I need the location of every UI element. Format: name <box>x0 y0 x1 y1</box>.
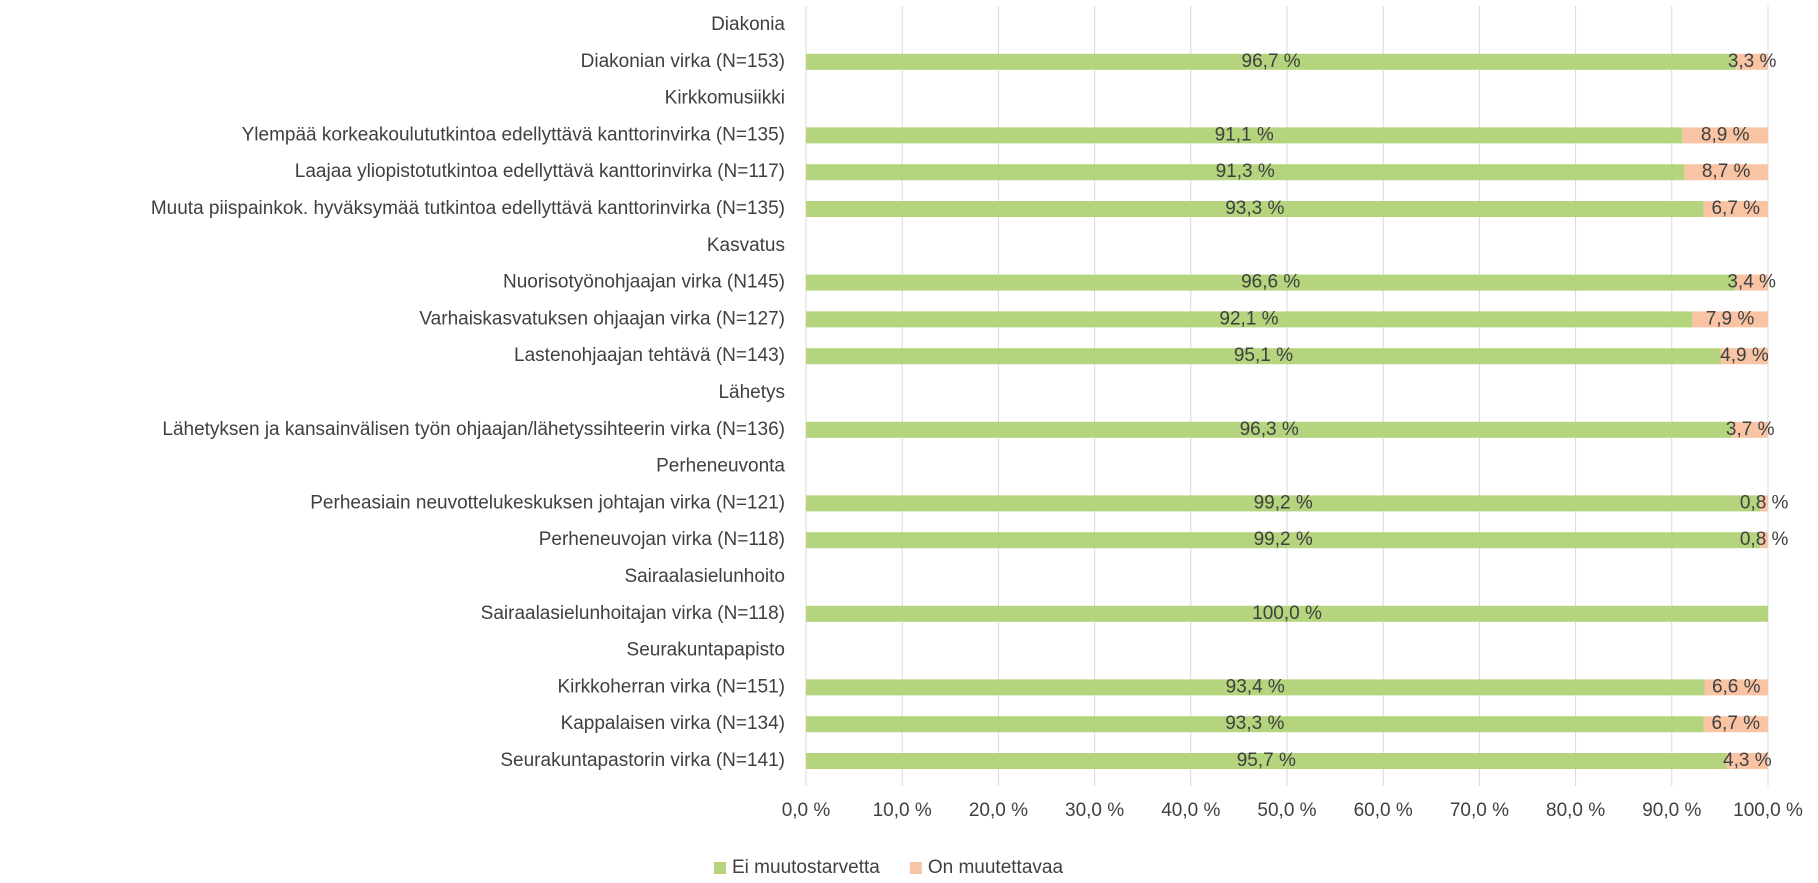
bar-segment <box>806 53 1737 70</box>
legend-swatch <box>714 862 726 874</box>
data-label: 93,3 % <box>1225 198 1284 219</box>
bar-segment <box>1704 679 1768 696</box>
x-tick-label: 90,0 % <box>1642 800 1701 821</box>
category-label: Perheasiain neuvottelukeskuksen johtajan… <box>310 492 785 513</box>
category-label: Diakonian virka (N=153) <box>581 51 785 72</box>
data-label: 0,8 % <box>1740 492 1789 513</box>
data-label: 96,7 % <box>1242 51 1301 72</box>
data-label: 6,7 % <box>1711 713 1760 734</box>
bar-segment <box>806 679 1705 696</box>
x-tick-label: 60,0 % <box>1354 800 1413 821</box>
data-label: 93,4 % <box>1226 676 1285 697</box>
bar-segment <box>806 274 1736 291</box>
bar-segment <box>1682 127 1768 144</box>
data-label: 0,8 % <box>1740 529 1789 550</box>
data-label: 99,2 % <box>1254 492 1313 513</box>
data-label: 92,1 % <box>1219 308 1278 329</box>
data-label: 99,2 % <box>1254 529 1313 550</box>
category-label: Sairaalasielunhoito <box>624 566 785 587</box>
bar-segment <box>806 605 1768 622</box>
category-label: Ylempää korkeakoulututkintoa edellyttävä… <box>242 124 785 145</box>
data-label: 95,1 % <box>1234 345 1293 366</box>
bar-segment <box>1684 164 1768 181</box>
data-label: 3,3 % <box>1728 51 1777 72</box>
legend-swatch <box>909 862 922 874</box>
category-label: Diakonia <box>711 14 785 35</box>
category-label: Kappalaisen virka (N=134) <box>561 713 785 734</box>
bar-segment <box>806 753 1727 769</box>
bar-segment <box>1692 311 1768 328</box>
legend-label: On muutettavaa <box>928 857 1064 878</box>
category-label: Perheneuvonta <box>656 456 785 477</box>
bar-segment <box>1736 53 1768 70</box>
x-tick-label: 20,0 % <box>969 800 1028 821</box>
category-label: Lähetys <box>718 382 785 403</box>
bar-segment <box>1760 532 1768 549</box>
x-tick-label: 10,0 % <box>873 800 932 821</box>
data-label: 96,3 % <box>1240 419 1299 440</box>
category-label: Nuorisotyönohjaajan virka (N145) <box>503 272 785 293</box>
data-label: 8,9 % <box>1701 124 1750 145</box>
data-label: 4,9 % <box>1720 345 1769 366</box>
data-label: 91,3 % <box>1216 161 1275 182</box>
bar-segment <box>1735 274 1768 291</box>
bar-segment <box>806 495 1761 512</box>
x-tick-label: 50,0 % <box>1257 800 1316 821</box>
bar-segment <box>806 201 1704 217</box>
x-tick-label: 0,0 % <box>782 800 831 821</box>
data-label: 6,7 % <box>1711 198 1760 219</box>
legend-label: Ei muutostarvetta <box>732 857 880 878</box>
data-label: 4,3 % <box>1723 750 1772 771</box>
category-label: Lähetyksen ja kansainvälisen työn ohjaaj… <box>162 419 785 440</box>
category-label: Seurakuntapapisto <box>627 640 785 661</box>
category-label: Sairaalasielunhoitajan virka (N=118) <box>481 603 785 624</box>
bar-segment <box>806 164 1685 181</box>
bar-segment <box>806 311 1693 328</box>
data-label: 3,4 % <box>1727 272 1776 293</box>
bar-segment <box>1703 201 1768 217</box>
category-label: Perheneuvojan virka (N=118) <box>539 529 785 550</box>
x-tick-label: 100,0 % <box>1733 800 1803 821</box>
x-tick-label: 40,0 % <box>1161 800 1220 821</box>
x-tick-label: 30,0 % <box>1065 800 1124 821</box>
data-label: 91,1 % <box>1215 124 1274 145</box>
bar-segment <box>806 127 1683 144</box>
category-label: Kirkkomusiikki <box>665 88 785 109</box>
x-tick-label: 80,0 % <box>1546 800 1605 821</box>
bar-segment <box>1703 716 1768 733</box>
data-label: 93,3 % <box>1225 713 1284 734</box>
x-tick-label: 70,0 % <box>1450 800 1509 821</box>
bar-segment <box>806 716 1704 733</box>
category-label: Lastenohjaajan tehtävä (N=143) <box>514 345 785 366</box>
bar-segment <box>806 348 1721 365</box>
data-label: 95,7 % <box>1237 750 1296 771</box>
data-label: 7,9 % <box>1706 308 1755 329</box>
bar-segment <box>1720 348 1768 365</box>
category-label: Varhaiskasvatuksen ohjaajan virka (N=127… <box>419 308 785 329</box>
category-label: Laajaa yliopistotutkintoa edellyttävä ka… <box>295 161 785 182</box>
bar-segment <box>806 421 1733 438</box>
bar-segment <box>1760 495 1768 512</box>
data-label: 100,0 % <box>1252 603 1322 624</box>
data-label: 6,6 % <box>1712 676 1761 697</box>
category-label: Kirkkoherran virka (N=151) <box>557 676 785 697</box>
bar-segment <box>1732 421 1768 438</box>
data-label: 96,6 % <box>1241 272 1300 293</box>
bar-segment <box>1726 753 1768 769</box>
category-label: Seurakuntapastorin virka (N=141) <box>500 750 785 771</box>
data-label: 3,7 % <box>1726 419 1775 440</box>
category-label: Muuta piispainkok. hyväksymää tutkintoa … <box>151 198 785 219</box>
data-label: 8,7 % <box>1702 161 1751 182</box>
category-label: Kasvatus <box>707 235 785 256</box>
bar-segment <box>806 532 1761 549</box>
